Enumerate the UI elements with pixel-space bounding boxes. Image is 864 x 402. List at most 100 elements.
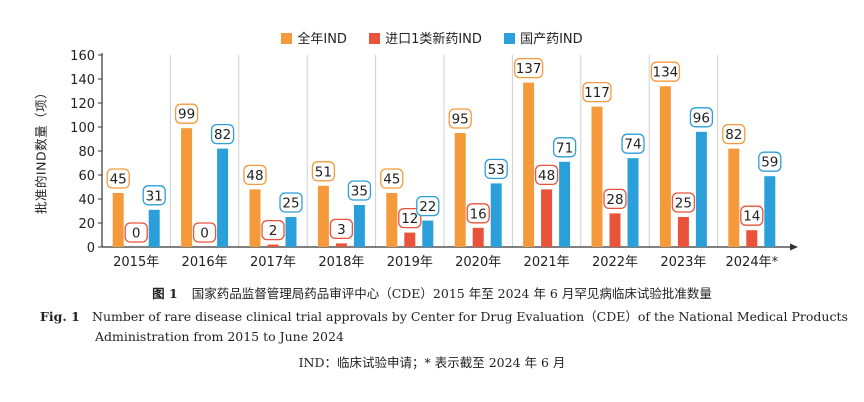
data-label-box bbox=[603, 188, 627, 210]
data-label-box bbox=[192, 222, 217, 243]
bar bbox=[746, 230, 758, 247]
bar bbox=[148, 209, 160, 247]
bar bbox=[695, 131, 707, 247]
data-label: 59 bbox=[761, 155, 778, 171]
data-label-box bbox=[279, 192, 303, 213]
bar bbox=[353, 205, 365, 247]
x-axis-arrow bbox=[790, 243, 798, 251]
bar bbox=[267, 244, 279, 247]
bar bbox=[591, 106, 603, 247]
data-label: 0 bbox=[200, 226, 209, 242]
y-tick-label: 60 bbox=[78, 169, 95, 184]
data-label: 48 bbox=[246, 168, 263, 184]
data-label: 137 bbox=[516, 61, 542, 77]
data-label-box bbox=[722, 123, 746, 145]
data-label: 25 bbox=[282, 196, 299, 212]
data-label: 12 bbox=[401, 211, 418, 227]
data-label-box bbox=[621, 133, 645, 154]
legend-item-domestic: 国产药IND bbox=[504, 28, 583, 47]
bar bbox=[627, 158, 639, 247]
x-tick-label: 2016年 bbox=[182, 255, 228, 270]
data-label-box bbox=[758, 151, 782, 172]
y-tick-label: 80 bbox=[78, 145, 95, 160]
legend-item-imported: 进口1类新药IND bbox=[369, 28, 482, 47]
data-label: 35 bbox=[351, 184, 368, 200]
bar bbox=[181, 128, 193, 247]
data-label: 82 bbox=[725, 127, 742, 143]
data-label: 51 bbox=[315, 164, 332, 180]
data-label: 117 bbox=[584, 85, 610, 101]
data-label: 45 bbox=[383, 172, 400, 188]
data-label-box bbox=[650, 61, 681, 82]
data-label: 95 bbox=[452, 112, 469, 128]
caption-cn-label: 图 1 bbox=[152, 286, 178, 301]
bar bbox=[472, 227, 484, 247]
legend-label-annual: 全年IND bbox=[297, 32, 347, 47]
data-label-box bbox=[261, 219, 285, 241]
data-label-box bbox=[347, 180, 372, 201]
y-tick-label: 40 bbox=[78, 193, 95, 208]
bar bbox=[764, 176, 776, 247]
legend-swatch-imported bbox=[369, 33, 381, 44]
data-label: 134 bbox=[653, 65, 679, 81]
data-label-box bbox=[210, 123, 235, 145]
bar bbox=[728, 148, 740, 247]
bar bbox=[609, 213, 621, 247]
bar bbox=[335, 243, 347, 247]
caption-note: IND：临床试验申请；* 表示截至 2024 年 6 月 bbox=[298, 355, 566, 370]
caption-cn-text: 国家药品监督管理局药品审评中心（CDE）2015 年至 2024 年 6 月罕见… bbox=[191, 286, 712, 301]
data-label-box bbox=[552, 137, 577, 158]
chart-legend: 全年IND 进口1类新药IND 国产药IND bbox=[0, 28, 864, 47]
data-label-box bbox=[142, 185, 166, 206]
data-label-box bbox=[448, 108, 472, 129]
legend-label-imported: 进口1类新药IND bbox=[385, 32, 482, 47]
y-tick-label: 20 bbox=[78, 217, 95, 232]
caption-en-text-line2: Administration from 2015 to June 2024 bbox=[95, 329, 344, 344]
x-tick-label: 2021年 bbox=[524, 255, 570, 270]
data-label: 96 bbox=[693, 110, 710, 126]
data-label-box bbox=[416, 195, 440, 217]
bar bbox=[112, 193, 124, 247]
data-label-box bbox=[380, 168, 404, 189]
data-label-box bbox=[582, 81, 612, 103]
data-label-box bbox=[174, 103, 199, 124]
bar bbox=[285, 217, 297, 247]
data-label-box bbox=[740, 205, 764, 226]
bar bbox=[317, 185, 329, 247]
x-tick-label: 2023年 bbox=[660, 255, 706, 270]
x-tick-label: 2018年 bbox=[318, 255, 364, 270]
data-label: 14 bbox=[743, 209, 760, 225]
data-label-box bbox=[671, 192, 696, 213]
data-label-box bbox=[513, 57, 544, 79]
y-tick-label: 100 bbox=[70, 121, 95, 136]
bar bbox=[404, 232, 416, 247]
data-label-box bbox=[106, 168, 130, 189]
x-tick-label: 2020年 bbox=[455, 255, 501, 270]
caption-cn: 图 1 国家药品监督管理局药品审评中心（CDE）2015 年至 2024 年 6 … bbox=[0, 283, 864, 302]
data-label-box bbox=[689, 107, 714, 128]
caption-en-label: Fig. 1 bbox=[40, 309, 80, 324]
x-tick-label: 2022年 bbox=[592, 255, 638, 270]
bar bbox=[659, 86, 671, 247]
data-label: 45 bbox=[110, 172, 127, 188]
data-label-box bbox=[534, 164, 559, 186]
data-label-box bbox=[466, 203, 490, 224]
bar-chart: 0 20 40 60 80 100 120 140 160 45 0 31 2015年 99 0 82 2016… bbox=[70, 49, 798, 270]
legend-item-annual: 全年IND bbox=[281, 28, 347, 47]
y-tick-label: 0 bbox=[87, 241, 95, 256]
data-label: 0 bbox=[132, 226, 141, 242]
legend-swatch-annual bbox=[281, 33, 293, 44]
legend-swatch-domestic bbox=[504, 33, 516, 44]
bar bbox=[386, 193, 398, 247]
bar bbox=[454, 133, 466, 247]
data-label: 16 bbox=[470, 206, 487, 222]
x-tick-label: 2024年* bbox=[726, 255, 779, 270]
data-label: 53 bbox=[488, 162, 505, 178]
data-label: 2 bbox=[269, 223, 278, 239]
y-tick-label: 120 bbox=[70, 97, 95, 112]
data-label: 82 bbox=[214, 127, 231, 143]
data-label-box bbox=[311, 161, 336, 182]
data-label: 31 bbox=[146, 188, 163, 204]
x-tick-label: 2019年 bbox=[387, 255, 433, 270]
data-label-box bbox=[484, 158, 508, 180]
